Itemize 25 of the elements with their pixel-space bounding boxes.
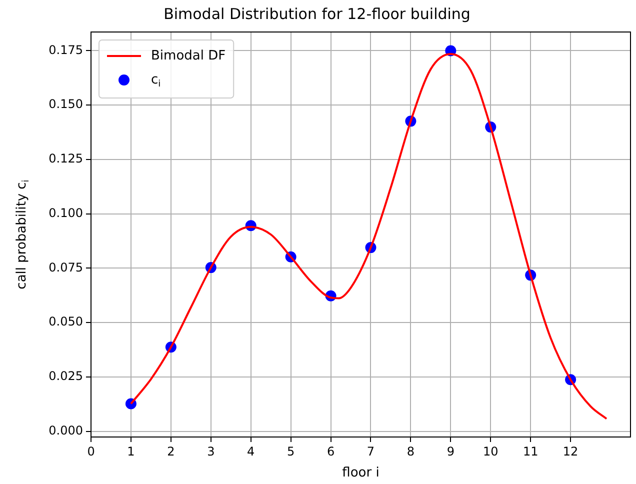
- y-tick-label: 0.000: [48, 423, 83, 438]
- x-tick-label: 4: [247, 444, 255, 458]
- y-tick-label: 0.050: [48, 314, 83, 329]
- x-tick-label: 12: [562, 444, 578, 458]
- y-tick-label: 0.075: [48, 260, 83, 274]
- x-tick-label: 11: [522, 444, 538, 458]
- y-axis-title: call probability ci: [14, 180, 32, 290]
- x-tick-label: 5: [286, 444, 295, 458]
- x-tick-label: 9: [446, 444, 454, 458]
- y-tick-label: 0.100: [48, 206, 83, 220]
- x-tick-label: 8: [406, 444, 415, 458]
- legend-label: Bimodal DF: [151, 48, 226, 64]
- y-tick-label: 0.125: [48, 152, 83, 166]
- x-tick-label: 7: [366, 444, 375, 458]
- y-tick-label: 0.025: [48, 369, 83, 384]
- x-tick-label: 0: [87, 444, 95, 458]
- x-tick-label: 1: [127, 444, 135, 458]
- x-tick-label: 2: [167, 444, 175, 458]
- x-tick-label: 10: [482, 444, 498, 458]
- y-tick-label: 0.150: [48, 97, 83, 112]
- x-tick-label: 3: [207, 444, 215, 458]
- x-axis-title: floor i: [342, 465, 380, 480]
- y-tick-label: 0.175: [48, 42, 83, 57]
- chart-title: Bimodal Distribution for 12-floor building: [164, 4, 470, 23]
- x-tick-label: 6: [326, 444, 335, 458]
